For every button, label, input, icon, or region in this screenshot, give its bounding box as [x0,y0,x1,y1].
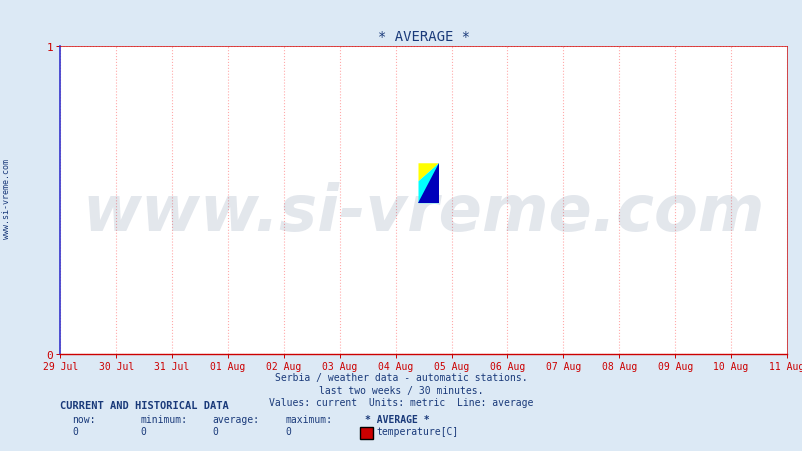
Text: Values: current  Units: metric  Line: average: Values: current Units: metric Line: aver… [269,397,533,407]
Text: average:: average: [213,414,260,423]
Text: CURRENT AND HISTORICAL DATA: CURRENT AND HISTORICAL DATA [60,400,229,410]
Text: Serbia / weather data - automatic stations.: Serbia / weather data - automatic statio… [275,372,527,382]
Text: www.si-vreme.com: www.si-vreme.com [2,159,11,238]
Text: 0: 0 [285,426,290,436]
Text: last two weeks / 30 minutes.: last two weeks / 30 minutes. [319,385,483,395]
Text: 0: 0 [72,426,78,436]
Text: www.si-vreme.com: www.si-vreme.com [83,182,764,244]
Polygon shape [418,164,439,204]
Text: minimum:: minimum: [140,414,188,423]
Text: * AVERAGE *: * AVERAGE * [365,414,429,423]
Text: maximum:: maximum: [285,414,332,423]
Text: now:: now: [72,414,95,423]
Polygon shape [418,164,439,182]
Polygon shape [418,164,439,204]
Title: * AVERAGE *: * AVERAGE * [377,29,469,43]
Text: 0: 0 [213,426,218,436]
Text: temperature[C]: temperature[C] [376,426,458,436]
Text: 0: 0 [140,426,146,436]
